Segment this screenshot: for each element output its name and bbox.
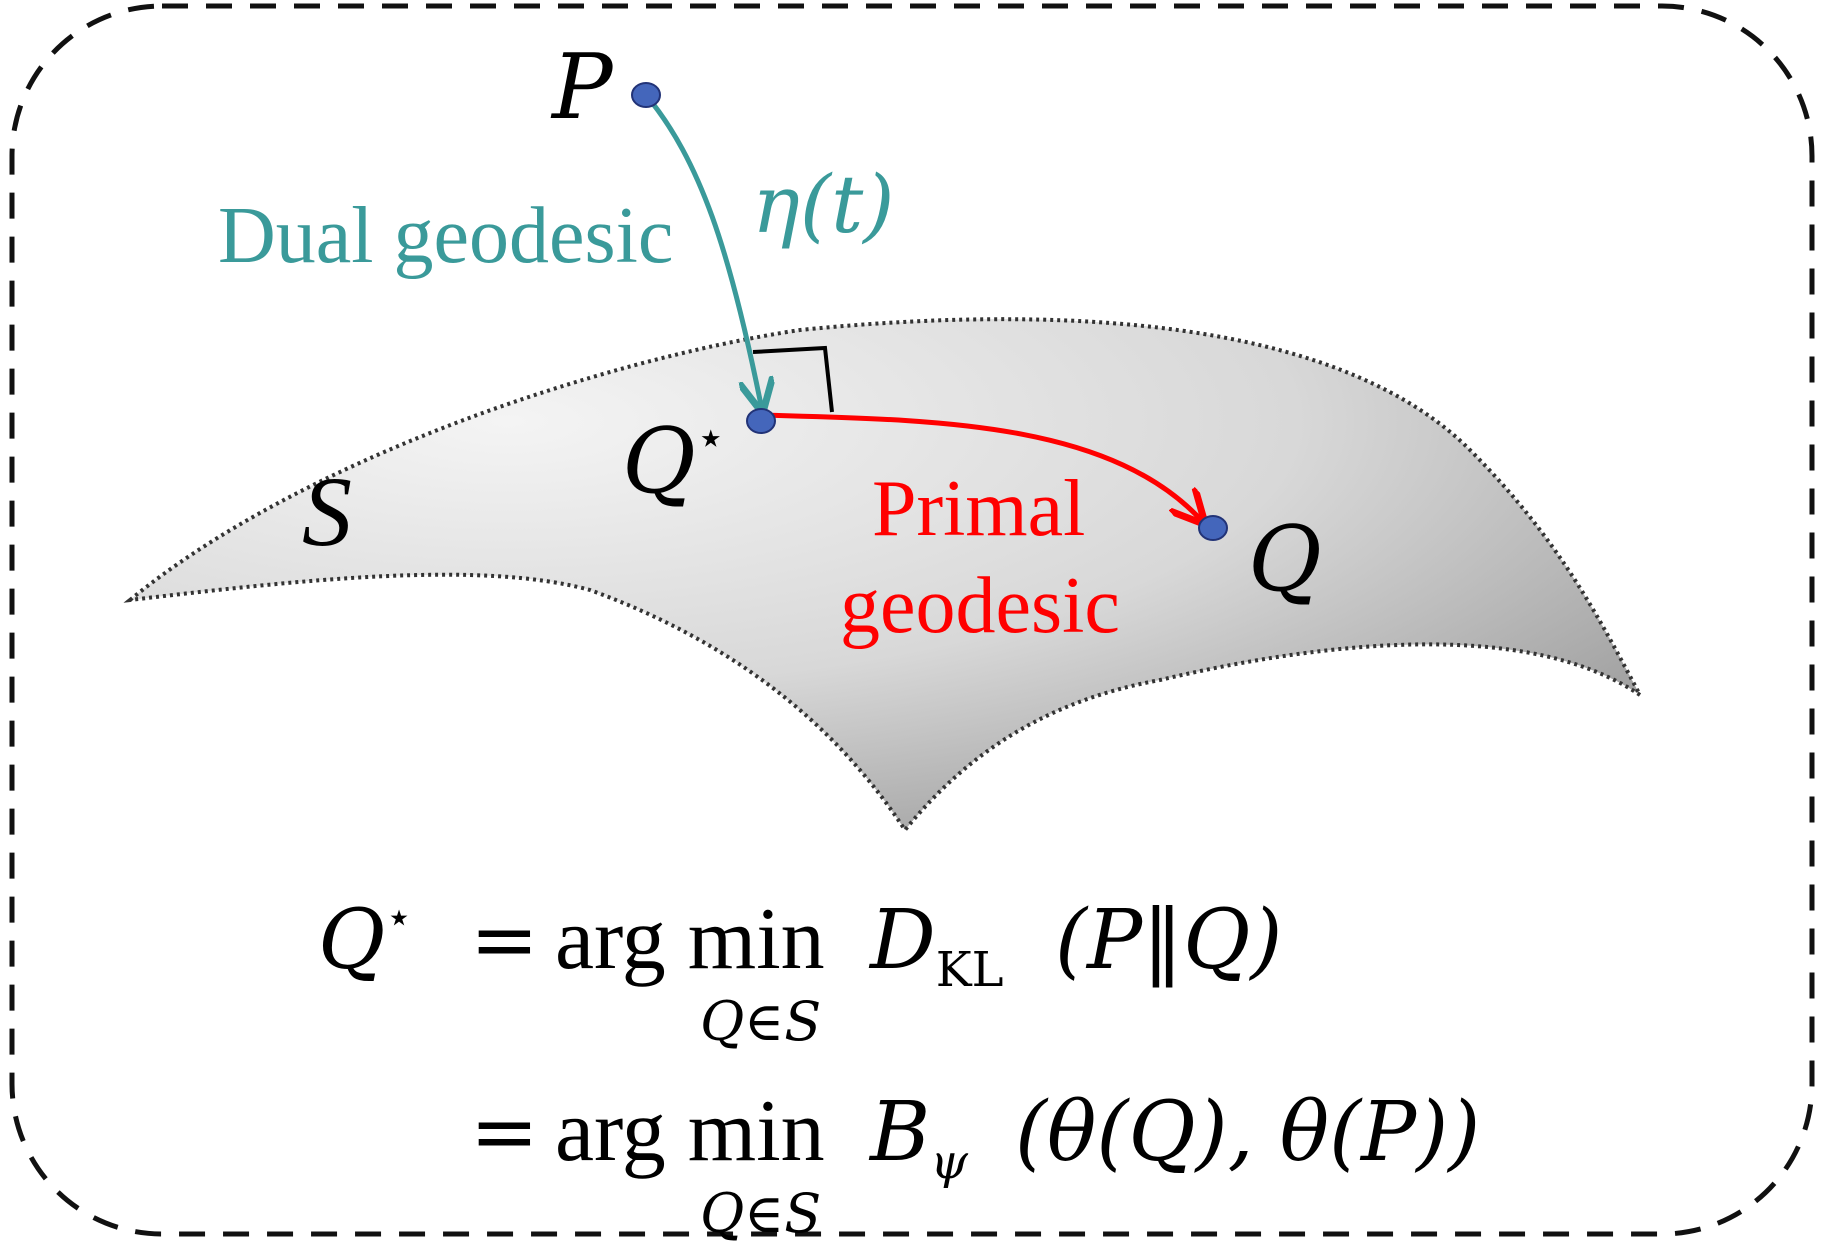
point-p-dot [631, 82, 661, 108]
svg-text:arg min: arg min [555, 1083, 825, 1180]
svg-text:Bψ: Bψ [868, 1085, 969, 1190]
label-p: P [550, 35, 614, 140]
right-angle-mark [752, 345, 834, 413]
equation-line-1: Q⋆ = arg min Q∈S DKL (P‖Q) [318, 891, 1282, 1053]
svg-text:(θ(Q), θ(P)): (θ(Q), θ(P)) [1015, 1085, 1480, 1180]
svg-text:Q∈S: Q∈S [700, 990, 821, 1053]
dual-geodesic-curve [644, 93, 762, 410]
manifold-surface [123, 317, 1642, 834]
primal-geodesic-curve [761, 412, 1203, 522]
point-q-star-dot [746, 408, 776, 434]
svg-text:arg min: arg min [555, 891, 825, 988]
label-q-star: Q⋆ [622, 409, 726, 514]
outer-dashed-border [9, 3, 1815, 1237]
label-dual-geodesic: Dual geodesic [218, 192, 673, 280]
svg-text:=: = [470, 1085, 539, 1180]
label-q: Q [1248, 507, 1322, 612]
label-primal-line1: Primal [872, 465, 1085, 553]
svg-text:DKL: DKL [868, 893, 1003, 998]
svg-text:Q⋆: Q⋆ [318, 892, 413, 988]
label-eta-t: η(t) [752, 158, 895, 251]
svg-text:(P‖Q): (P‖Q) [1055, 893, 1282, 988]
svg-text:Q∈S: Q∈S [700, 1182, 821, 1242]
label-manifold-s: S [302, 456, 352, 567]
point-q-dot [1198, 515, 1228, 541]
equation-line-2: = arg min Q∈S Bψ (θ(Q), θ(P)) [470, 1083, 1480, 1242]
label-primal-line2: geodesic [840, 562, 1120, 650]
svg-text:=: = [470, 893, 539, 988]
